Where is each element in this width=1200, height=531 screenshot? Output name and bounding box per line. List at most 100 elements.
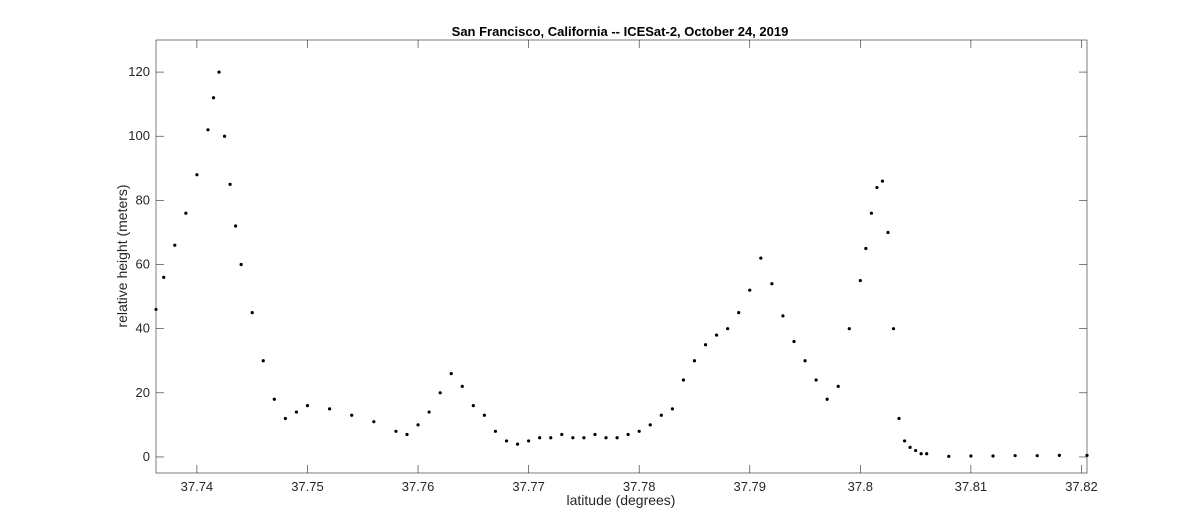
- data-point: [947, 454, 951, 458]
- data-point: [173, 243, 177, 247]
- y-tick-label: 40: [136, 321, 150, 336]
- data-point: [162, 275, 166, 279]
- data-point: [515, 442, 520, 446]
- data-point: [781, 314, 785, 318]
- data-point: [460, 384, 464, 388]
- data-point: [350, 413, 354, 417]
- data-point: [184, 211, 188, 215]
- x-tick-label: 37.77: [512, 479, 545, 494]
- data-point: [897, 416, 901, 421]
- data-point: [1057, 453, 1061, 457]
- data-point: [493, 429, 498, 433]
- data-point: [195, 173, 199, 177]
- data-point: [217, 70, 221, 74]
- data-point: [272, 397, 276, 401]
- data-point: [726, 327, 730, 331]
- data-point: [449, 371, 453, 376]
- data-point: [637, 429, 641, 433]
- data-point: [803, 359, 807, 363]
- data-point: [770, 282, 774, 286]
- data-point: [886, 230, 890, 235]
- data-point: [919, 452, 923, 456]
- data-point: [659, 413, 663, 417]
- data-point: [283, 416, 287, 421]
- x-tick-label: 37.75: [291, 479, 324, 494]
- data-point: [902, 439, 907, 443]
- data-point: [593, 432, 597, 437]
- data-point: [416, 423, 420, 427]
- data-point: [925, 452, 929, 456]
- x-tick-label: 37.8: [848, 479, 873, 494]
- data-point: [328, 407, 332, 411]
- y-tick-label: 80: [136, 192, 150, 207]
- data-point: [891, 327, 896, 331]
- y-tick-label: 0: [143, 449, 150, 464]
- data-point: [825, 397, 829, 401]
- x-tick-label: 37.76: [402, 479, 435, 494]
- data-point: [228, 182, 232, 186]
- data-point: [869, 211, 873, 215]
- data-point: [571, 436, 575, 440]
- data-point: [908, 445, 912, 449]
- x-tick-label: 37.74: [181, 479, 214, 494]
- data-point: [438, 391, 442, 395]
- x-axis: 37.74 37.75 37.76 37.77 37.78 37.79 37.8 37.81 3…: [181, 40, 1098, 494]
- data-point: [222, 134, 227, 138]
- data-point: [527, 439, 531, 443]
- data-point: [914, 448, 918, 453]
- data-point: [372, 420, 376, 424]
- data-point: [836, 384, 840, 388]
- data-point: [211, 96, 216, 100]
- data-point: [582, 436, 586, 440]
- y-tick-label: 60: [136, 257, 150, 272]
- x-tick-label: 37.79: [733, 479, 766, 494]
- data-point: [969, 454, 973, 458]
- data-point: [692, 359, 697, 363]
- data-point: [847, 327, 851, 331]
- x-tick-label: 37.78: [623, 479, 656, 494]
- data-point: [1013, 454, 1017, 458]
- data-point: [405, 432, 409, 437]
- data-point: [261, 359, 265, 363]
- data-point: [560, 432, 564, 437]
- y-tick-label: 100: [128, 128, 150, 143]
- data-point: [880, 179, 885, 183]
- data-point: [538, 436, 542, 440]
- data-point: [206, 128, 210, 132]
- data-point: [394, 429, 398, 433]
- data-point: [234, 224, 238, 228]
- data-point: [1035, 454, 1039, 458]
- plot-area: [154, 70, 1089, 458]
- data-point: [239, 262, 243, 267]
- data-point: [864, 246, 868, 251]
- data-point: [737, 311, 741, 315]
- data-point: [814, 378, 818, 382]
- data-point: [294, 410, 299, 414]
- data-point: [714, 333, 719, 337]
- data-point: [858, 278, 862, 283]
- y-tick-label: 20: [136, 385, 150, 400]
- chart-title: San Francisco, California -- ICESat-2, O…: [452, 24, 789, 39]
- data-point: [471, 404, 475, 408]
- data-point: [604, 436, 608, 440]
- data-point: [759, 256, 763, 260]
- x-axis-label: latitude (degrees): [567, 492, 676, 508]
- data-point: [305, 404, 310, 408]
- data-point: [648, 423, 652, 427]
- x-tick-label: 37.81: [955, 479, 988, 494]
- data-point: [991, 454, 995, 458]
- data-point: [703, 343, 708, 347]
- data-point: [549, 436, 553, 440]
- data-point: [427, 410, 431, 414]
- data-point: [482, 413, 486, 417]
- axes-frame: [155, 39, 1088, 474]
- data-point: [670, 407, 674, 411]
- data-point: [792, 339, 796, 344]
- y-axis: 0 20 40 60 80 100 120: [128, 64, 1087, 464]
- data-point: [250, 311, 254, 315]
- y-axis-label: relative height (meters): [114, 184, 130, 327]
- y-tick-label: 120: [128, 64, 150, 79]
- x-tick-label: 37.82: [1065, 479, 1098, 494]
- data-point: [626, 432, 630, 437]
